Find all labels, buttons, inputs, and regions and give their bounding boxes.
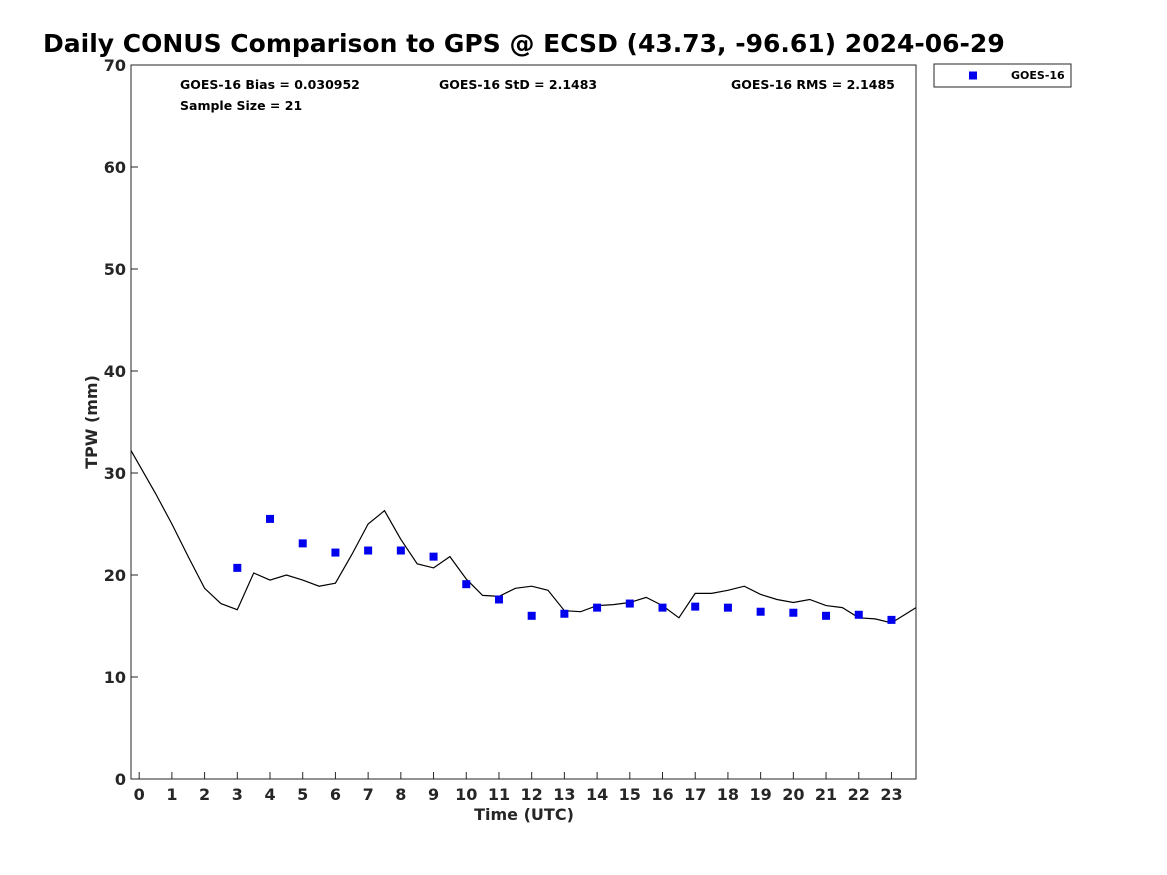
goes16-point (364, 546, 373, 555)
stat-rms: GOES-16 RMS = 2.1485 (731, 77, 895, 92)
goes16-point (822, 611, 831, 620)
y-tick-label: 40 (104, 362, 126, 381)
x-tick-label: 19 (750, 785, 772, 804)
goes16-point (854, 610, 863, 619)
x-tick-label: 14 (586, 785, 608, 804)
y-tick-label: 30 (104, 464, 126, 483)
plot-frame (130, 64, 917, 780)
x-axis-label: Time (UTC) (474, 805, 574, 824)
x-tick-label: 23 (880, 785, 902, 804)
y-tick-label: 50 (104, 260, 126, 279)
legend-label-goes16: GOES-16 (1011, 69, 1065, 82)
goes16-point (429, 552, 438, 561)
y-axis-ticks: 0 10 20 30 40 50 60 70 (104, 56, 138, 789)
goes16-point (396, 546, 405, 555)
x-tick-label: 21 (815, 785, 837, 804)
goes16-point (527, 611, 536, 620)
stat-std: GOES-16 StD = 2.1483 (439, 77, 597, 92)
x-tick-label: 17 (684, 785, 706, 804)
x-tick-label: 13 (553, 785, 575, 804)
x-tick-label: 18 (717, 785, 739, 804)
x-tick-label: 16 (651, 785, 673, 804)
x-tick-label: 3 (232, 785, 243, 804)
x-tick-label: 22 (848, 785, 870, 804)
goes16-point (593, 603, 602, 612)
legend: GOES-16 (933, 63, 1072, 88)
x-tick-label: 4 (264, 785, 275, 804)
goes16-point (494, 595, 503, 604)
stat-bias: GOES-16 Bias = 0.030952 (180, 77, 360, 92)
x-tick-label: 5 (297, 785, 308, 804)
legend-box (933, 63, 1072, 88)
y-axis-label: TPW (mm) (82, 375, 101, 469)
goes16-point (789, 608, 798, 617)
legend-marker-goes16 (969, 71, 977, 80)
y-tick-label: 20 (104, 566, 126, 585)
y-tick-label: 10 (104, 668, 126, 687)
x-tick-label: 1 (166, 785, 177, 804)
gps-line (130, 450, 917, 624)
y-tick-label: 60 (104, 158, 126, 177)
x-tick-label: 0 (134, 785, 145, 804)
goes16-point (233, 563, 242, 572)
goes16-point (298, 539, 307, 548)
goes16-point (756, 607, 765, 616)
x-tick-label: 12 (521, 785, 543, 804)
x-tick-label: 2 (199, 785, 210, 804)
goes16-point (691, 602, 700, 611)
y-tick-label: 0 (115, 770, 126, 789)
x-tick-label: 11 (488, 785, 510, 804)
x-tick-label: 10 (455, 785, 477, 804)
gps-line-series (130, 450, 917, 624)
stat-sample-size: Sample Size = 21 (180, 98, 302, 113)
goes16-point (625, 599, 634, 608)
goes16-point (658, 603, 667, 612)
goes16-point (560, 609, 569, 618)
goes16-point (331, 548, 340, 557)
y-tick-label: 70 (104, 56, 126, 75)
goes16-point (266, 514, 275, 523)
goes16-point (723, 603, 732, 612)
x-tick-label: 9 (428, 785, 439, 804)
chart-title: Daily CONUS Comparison to GPS @ ECSD (43… (43, 29, 1005, 58)
goes16-scatter-series (233, 514, 896, 624)
x-tick-label: 7 (363, 785, 374, 804)
goes16-point (462, 580, 471, 589)
goes16-point (887, 615, 896, 624)
x-tick-label: 8 (395, 785, 406, 804)
x-tick-label: 6 (330, 785, 341, 804)
x-tick-label: 20 (782, 785, 804, 804)
x-tick-label: 15 (619, 785, 641, 804)
x-axis-ticks: 0 1 2 3 4 5 6 7 8 9 10 11 12 13 14 15 16 17 18 19 20 21 22 23 (134, 772, 903, 804)
